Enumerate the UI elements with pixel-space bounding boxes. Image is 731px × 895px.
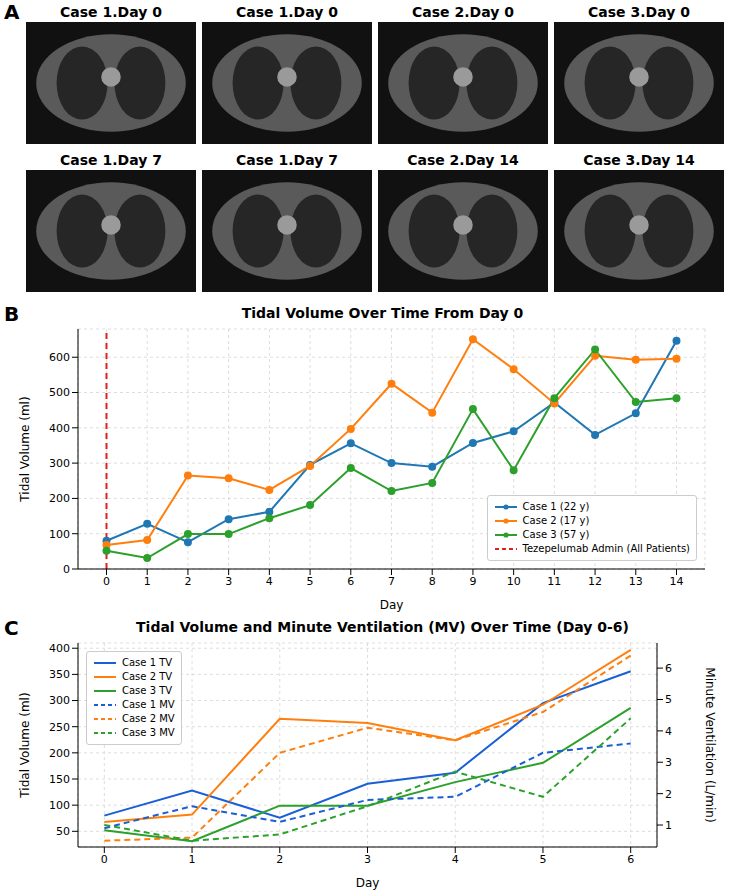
svg-text:2: 2 [665,788,672,801]
svg-text:10: 10 [507,575,521,588]
html-text:Case 1.Day 7: Case 1.Day 7 [236,152,338,168]
svg-text:3: 3 [225,575,232,588]
svg-text:8: 8 [429,575,436,588]
html-text:Case 1 MV: Case 1 MV [122,699,175,710]
svg-text:6: 6 [665,662,672,675]
svg-text:6: 6 [347,575,354,588]
html-text:Case 2 (17 y): Case 2 (17 y) [522,515,590,526]
svg-text:11: 11 [547,575,561,588]
svg-text:1: 1 [189,853,196,866]
html-text:Case 2.Day 14: Case 2.Day 14 [407,152,519,168]
html-text:Case 3.Day 14: Case 3.Day 14 [583,152,695,168]
html-text:Case 2 MV: Case 2 MV [122,713,175,724]
svg-text:1: 1 [665,819,672,832]
svg-text:2: 2 [276,853,283,866]
svg-text:4: 4 [665,725,672,738]
html-text:Case 2 TV: Case 2 TV [122,671,173,682]
svg-text:Minute Ventilation (L/min): Minute Ventilation (L/min) [703,667,717,822]
svg-text:100: 100 [49,799,70,812]
svg-text:2: 2 [184,575,191,588]
svg-text:300: 300 [49,457,70,470]
svg-text:12: 12 [588,575,602,588]
html-text:Case 1.Day 0: Case 1.Day 0 [60,4,162,20]
svg-text:6: 6 [627,853,634,866]
html-text:Tidal Volume Over Time From Da: Tidal Volume Over Time From Day 0 [241,305,524,321]
html-text:Case 3.Day 0: Case 3.Day 0 [588,4,690,20]
html-text:Case 1.Day 7: Case 1.Day 7 [60,152,162,168]
svg-text:Tidal Volume (ml): Tidal Volume (ml) [18,396,32,502]
svg-text:150: 150 [49,773,70,786]
svg-text:0: 0 [101,853,108,866]
html-text:B: B [4,302,20,326]
html-text:Case 3 TV: Case 3 TV [122,685,173,696]
html-text:A: A [4,0,20,24]
svg-text:50: 50 [56,825,70,838]
svg-text:0: 0 [103,575,110,588]
html-text:Case 3 (57 y): Case 3 (57 y) [522,529,590,540]
html-text:Tidal Volume and Minute Ventil: Tidal Volume and Minute Ventilation (MV)… [136,619,629,635]
html-text:C: C [4,616,19,640]
html-text:Case 3 MV: Case 3 MV [122,727,175,738]
html-text:Case 1.Day 0: Case 1.Day 0 [236,4,338,20]
svg-text:1: 1 [144,575,151,588]
svg-text:7: 7 [388,575,395,588]
svg-text:250: 250 [49,721,70,734]
svg-text:300: 300 [49,694,70,707]
svg-text:Day: Day [356,876,380,890]
svg-text:100: 100 [49,528,70,541]
html-text:Case 2.Day 0: Case 2.Day 0 [412,4,514,20]
svg-text:14: 14 [670,575,684,588]
svg-text:9: 9 [469,575,476,588]
svg-text:200: 200 [49,747,70,760]
svg-text:400: 400 [49,422,70,435]
html-text:Tezepelumab Admin (All Patient: Tezepelumab Admin (All Patients) [522,543,690,554]
svg-text:5: 5 [539,853,546,866]
svg-text:600: 600 [49,351,70,364]
svg-text:3: 3 [364,853,371,866]
svg-text:4: 4 [266,575,273,588]
svg-text:4: 4 [452,853,459,866]
svg-text:350: 350 [49,668,70,681]
svg-text:5: 5 [307,575,314,588]
svg-text:3: 3 [665,756,672,769]
svg-text:400: 400 [49,642,70,655]
svg-text:13: 13 [629,575,643,588]
svg-text:5: 5 [665,693,672,706]
svg-text:Tidal Volume (ml): Tidal Volume (ml) [18,692,32,798]
svg-text:Day: Day [380,598,404,612]
html-text:Case 1 TV: Case 1 TV [122,657,173,668]
svg-text:500: 500 [49,386,70,399]
svg-text:200: 200 [49,492,70,505]
html-text:Case 1 (22 y): Case 1 (22 y) [522,501,590,512]
svg-text:0: 0 [63,563,70,576]
